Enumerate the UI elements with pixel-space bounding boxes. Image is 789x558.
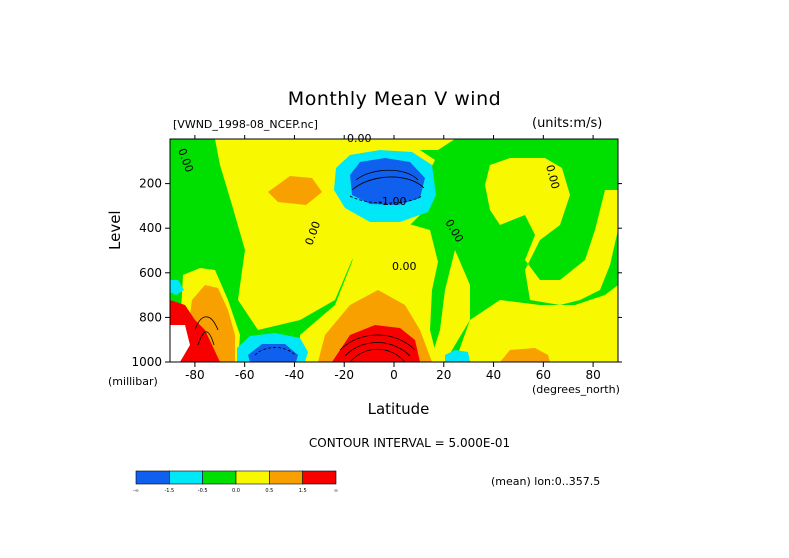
contour-label: -1.00 — [378, 195, 406, 208]
colorbar-swatch — [135, 470, 170, 485]
colorbar-label: -∞ — [133, 488, 139, 494]
x-axis-label: Latitude — [367, 400, 430, 418]
colorbar-label: ∞ — [334, 488, 338, 494]
y-tick-label: 600 — [139, 266, 162, 280]
colorbar-label: 1.5 — [299, 488, 307, 494]
mean-note: (mean) lon:0..357.5 — [491, 475, 601, 488]
y-tick-label: 200 — [139, 177, 162, 191]
x-ticks: -80 -60 -40 -20 0 20 40 60 80 — [185, 135, 601, 382]
x-axis-units: (degrees_north) — [532, 383, 620, 396]
x-tick-label: -60 — [235, 368, 255, 382]
colorbar-swatch — [269, 470, 303, 485]
x-tick-label: -80 — [185, 368, 205, 382]
y-ticks: 200 400 600 800 1000 — [131, 177, 622, 369]
x-tick-label: 40 — [486, 368, 501, 382]
y-tick-label: 800 — [139, 310, 162, 324]
contour-label: 0.00 — [543, 163, 562, 190]
colorbar-label: 0.5 — [265, 488, 273, 494]
chart-title: Monthly Mean V wind — [287, 88, 502, 110]
colorbar: -∞ -1.5 -0.5 0.0 0.5 1.5 ∞ — [133, 470, 338, 494]
y-tick-label: 1000 — [131, 355, 162, 369]
x-tick-label: -40 — [285, 368, 305, 382]
dataset-label: [VWND_1998-08_NCEP.nc] — [173, 118, 318, 131]
colorbar-swatch — [302, 470, 337, 485]
units-label: (units:m/s) — [532, 116, 603, 131]
y-tick-label: 400 — [139, 221, 162, 235]
x-tick-label: -20 — [334, 368, 354, 382]
x-tick-label: 0 — [390, 368, 398, 382]
x-tick-label: 60 — [536, 368, 551, 382]
contour-interval-label: CONTOUR INTERVAL = 5.000E-01 — [308, 436, 511, 450]
contour-label: 0.00 — [347, 132, 372, 145]
x-tick-label: 20 — [436, 368, 451, 382]
contour-label: 0.00 — [392, 260, 417, 273]
colorbar-label: -1.5 — [164, 488, 174, 494]
colorbar-swatch — [235, 470, 270, 485]
colorbar-swatch — [169, 470, 203, 485]
colorbar-label: 0.0 — [232, 488, 240, 494]
y-axis-units: (millibar) — [108, 375, 158, 388]
x-tick-label: 80 — [585, 368, 600, 382]
colorbar-label: -0.5 — [198, 488, 208, 494]
colorbar-swatch — [202, 470, 237, 485]
contour-field — [170, 139, 618, 362]
